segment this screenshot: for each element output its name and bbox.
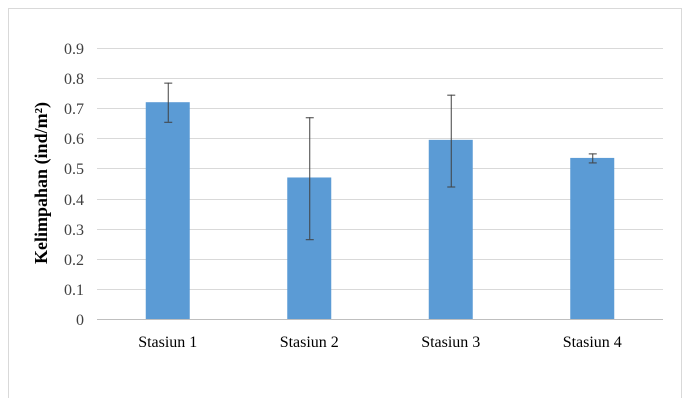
x-tick-label: Stasiun 4 (563, 334, 622, 351)
y-axis-title: Kelimpahan (ind/m²) (31, 102, 52, 264)
y-tick-label: 0.8 (64, 71, 84, 88)
gridlines (97, 48, 663, 320)
y-tick-label: 0.4 (64, 192, 84, 209)
y-tick-label: 0.7 (64, 101, 84, 118)
y-tick-label: 0.3 (64, 222, 84, 239)
x-tick-label: Stasiun 3 (421, 334, 480, 351)
y-tick-label: 0 (76, 312, 84, 329)
y-tick-label: 0.6 (64, 131, 84, 148)
y-tick-labels: 0 0.1 0.2 0.3 0.4 0.5 0.6 0.7 0.8 0.9 (64, 41, 84, 329)
bar (570, 157, 615, 319)
y-tick-label: 0.2 (64, 252, 84, 269)
chart-frame (8, 8, 682, 398)
error-bars (164, 82, 597, 241)
x-tick-label: Stasiun 2 (280, 334, 339, 351)
y-tick-label: 0.5 (64, 161, 84, 178)
y-tick-label: 0.9 (64, 41, 84, 58)
x-tick-labels: Stasiun 1 Stasiun 2 Stasiun 3 Stasiun 4 (138, 334, 622, 351)
x-tick-label: Stasiun 1 (138, 334, 197, 351)
bar (145, 102, 190, 319)
y-tick-label: 0.1 (64, 282, 84, 299)
bars (145, 102, 615, 319)
